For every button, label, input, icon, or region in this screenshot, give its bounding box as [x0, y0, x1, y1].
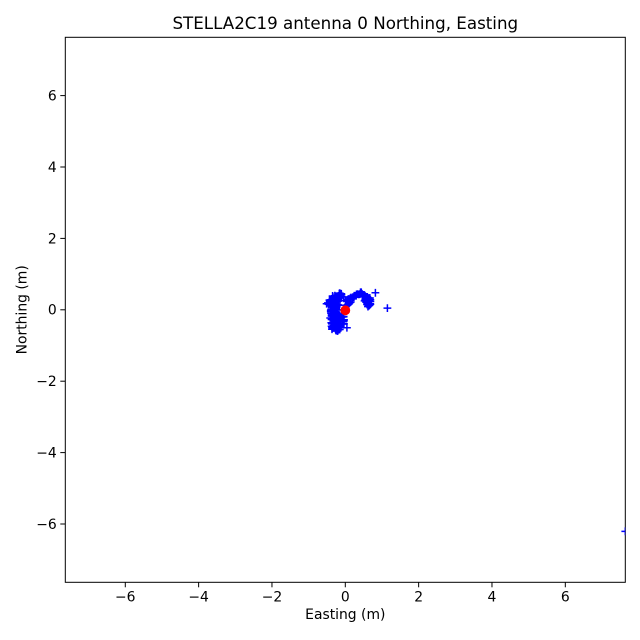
- data-point-marker: [326, 298, 334, 307]
- data-point-marker: [326, 314, 335, 322]
- y-axis: −6 −4 −2 0 2 4 6: [36, 88, 66, 533]
- x-axis: −6 −4 −2 0 2 4 6: [115, 582, 570, 605]
- data-point-marker: [327, 309, 336, 318]
- y-tick-label: 6: [48, 88, 57, 104]
- x-tick-label: −6: [115, 589, 135, 605]
- scatter-points: [322, 288, 626, 536]
- y-axis-label: Northing (m): [14, 265, 30, 354]
- y-tick-label: −4: [36, 446, 57, 462]
- data-point-marker: [322, 299, 331, 308]
- reference-point-marker: [340, 305, 351, 316]
- data-point-marker: [361, 295, 370, 304]
- data-point-marker: [366, 300, 375, 309]
- y-tick-label: −6: [36, 517, 56, 533]
- data-point-marker: [330, 323, 339, 332]
- y-tick-label: 4: [48, 160, 57, 176]
- x-tick-label: 6: [561, 589, 570, 605]
- data-point-marker: [346, 298, 355, 306]
- x-axis-label: Easting (m): [305, 607, 385, 623]
- chart-title: STELLA2C19 antenna 0 Northing, Easting: [172, 13, 518, 33]
- x-tick-label: −2: [262, 589, 282, 605]
- y-tick-label: 2: [48, 231, 57, 247]
- plot-area: −6 −4 −2 0 2 4 6 −6 −4 −2 0 2 4 6: [36, 36, 626, 605]
- data-point-marker: [335, 325, 344, 334]
- x-tick-label: 4: [488, 589, 497, 605]
- data-point-marker: [330, 296, 339, 305]
- y-tick-label: 0: [48, 303, 57, 319]
- data-point-marker: [334, 301, 343, 309]
- data-point-marker: [621, 527, 626, 536]
- x-tick-label: 0: [341, 589, 350, 605]
- data-point-marker: [383, 304, 392, 312]
- data-point-marker: [334, 313, 343, 322]
- data-point-marker: [329, 303, 338, 312]
- data-point-marker: [338, 317, 346, 326]
- data-point-marker: [371, 288, 380, 297]
- x-tick-label: −4: [188, 589, 209, 605]
- data-point-marker: [329, 321, 338, 330]
- x-tick-label: 2: [414, 589, 423, 605]
- y-tick-label: −2: [36, 374, 56, 390]
- data-point-marker: [343, 323, 351, 332]
